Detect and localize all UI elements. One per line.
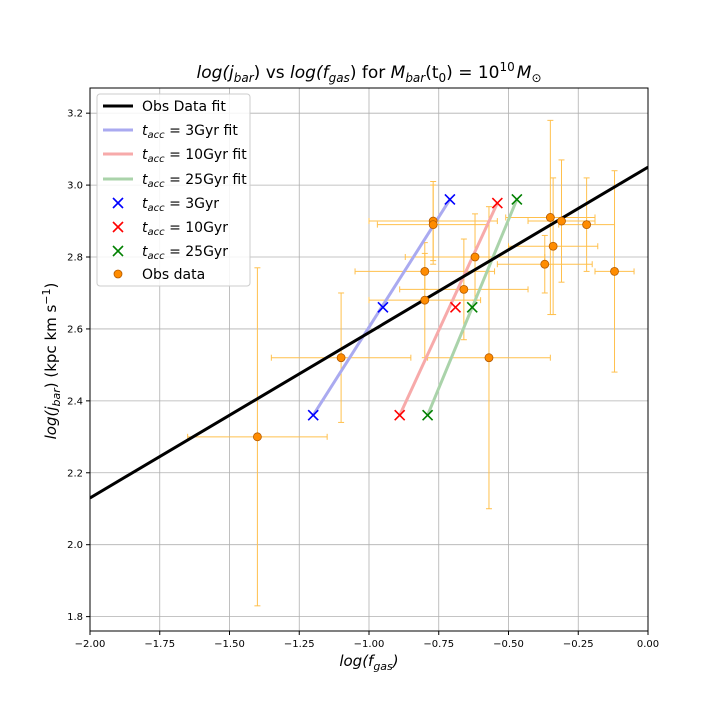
cross-stroke [377,301,389,313]
model-point [422,409,434,421]
legend-cross-swatch [112,245,124,257]
x-tick-label: −1.25 [284,639,315,650]
obs-point [484,353,494,363]
chart-title: log(jbar) vs log(fgas) for Mbar(t0) = 10… [196,60,541,85]
x-tick-label: −2.00 [75,639,106,650]
legend-label: tacc = 10Gyr fit [142,147,247,165]
y-tick-label: 3.2 [67,109,83,120]
y-axis-label: log(jbar) (kpc km s−1) [40,283,63,440]
legend-entry: tacc = 10Gyr fit [103,147,247,165]
model-fit-line [311,198,452,417]
cross-stroke [112,197,124,209]
y-tick-label: 2.6 [67,324,83,335]
model-fit-line [398,202,499,416]
y-tick-label: 2.8 [67,253,83,264]
model-point [511,193,523,206]
obs-point [545,213,555,222]
legend-label: tacc = 3Gyr fit [142,123,238,141]
legend-label: tacc = 3Gyr [142,196,219,214]
cross-stroke [466,301,478,313]
legend-entry: tacc = 3Gyr fit [103,123,238,141]
legend-entry: Obs data [113,267,205,283]
legend-label: Obs Data fit [142,99,226,115]
x-tick-label: −1.50 [214,639,245,650]
legend-entry: Obs Data fit [103,99,226,115]
x-tick-label: −0.50 [493,639,524,650]
obs-point [548,241,558,251]
tick-layer: −2.00 −1.75 −1.50 −1.25 −1.00 −0.75 −0.50 −0.25… [67,109,659,650]
obs-point [428,220,438,230]
model-point [307,409,319,421]
legend-box [96,93,251,287]
obs-point [582,220,592,230]
cross-stroke [422,409,434,421]
x-tick-label: −0.75 [423,639,454,650]
x-tick-label: −0.25 [563,639,594,650]
cross-stroke [112,245,124,257]
legend-entry: tacc = 25Gyr fit [103,172,247,190]
obs-point [252,432,262,442]
legend-entry: tacc = 10Gyr [112,220,228,238]
obs-point [610,266,619,276]
cross-stroke [112,221,124,233]
x-tick-label: −1.00 [354,639,385,650]
legend-label: Obs data [142,267,205,283]
data-layer [90,119,648,607]
obs-point [470,252,480,262]
cross-stroke [444,193,456,206]
legend-dot-swatch [113,269,123,279]
x-tick-label: 0.00 [637,639,659,650]
obs-point [420,266,430,276]
model-point [491,197,503,209]
model-point [377,301,389,313]
obs-point [540,259,550,269]
cross-stroke [394,409,406,421]
model-point [394,409,406,421]
legend-label: tacc = 25Gyr [142,244,228,262]
y-tick-label: 3.0 [67,181,83,192]
cross-stroke [511,193,523,206]
model-point [449,301,462,313]
y-tick-label: 1.8 [67,612,83,623]
x-tick-label: −1.75 [144,639,175,650]
x-axis-label: log(fgas) [339,652,398,673]
obs-point [459,284,469,294]
obs-point [557,216,566,226]
plot-area [90,119,648,607]
obs-point [420,295,430,305]
cross-stroke [491,197,503,209]
legend-cross-swatch [112,197,124,209]
legend-cross-swatch [112,221,124,233]
legend: Obs Data fit tacc = 3Gyr fit tacc = 10Gyr … [96,93,251,287]
legend-entry: tacc = 25Gyr [112,244,228,262]
y-tick-label: 2.2 [67,468,83,479]
y-tick-label: 2.0 [67,540,83,551]
obs-point [336,353,346,363]
model-point [444,193,456,206]
legend-label: tacc = 10Gyr [142,220,228,238]
legend-label: tacc = 25Gyr fit [142,172,247,190]
legend-entry: tacc = 3Gyr [112,196,219,214]
obs-fit-line [90,165,648,500]
y-tick-label: 2.4 [67,396,83,407]
model-point [466,301,478,313]
cross-stroke [449,301,462,313]
cross-stroke [307,409,319,421]
